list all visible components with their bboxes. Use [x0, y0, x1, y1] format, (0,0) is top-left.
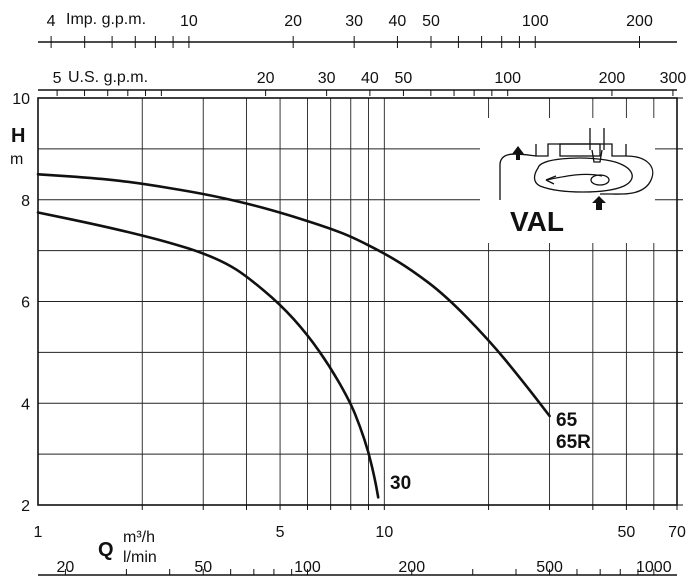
model-label: VAL — [510, 206, 564, 237]
y-tick-label: 2 — [21, 498, 30, 515]
lmin-tick-label: 200 — [398, 559, 425, 576]
curve-label-65: 65 — [556, 410, 578, 431]
impgpm-tick-label: 20 — [284, 13, 302, 30]
usgpm-tick-label: 300 — [660, 70, 687, 87]
x-tick-label: 70 — [668, 524, 686, 541]
tick-labels: 2 4 6 8 10 1 5 10 50 70 20 50 100 200 500 1000 5 20 30 40 50… — [12, 13, 686, 576]
curve-label-65r: 65R — [556, 432, 591, 453]
outlet-arrow-icon — [592, 196, 606, 210]
curve-30 — [36, 211, 380, 499]
y-axis-unit: m — [10, 151, 23, 168]
x-axis-unit-m3h: m³/h — [123, 529, 155, 546]
y-tick-label: 10 — [12, 91, 30, 108]
impgpm-tick-label: 40 — [389, 13, 407, 30]
usgpm-tick-label: 40 — [361, 70, 379, 87]
x-axis-unit-lmin: l/min — [123, 549, 157, 566]
impgpm-tick-label: 200 — [626, 13, 653, 30]
lmin-tick-label: 50 — [194, 559, 212, 576]
impgpm-tick-label: 10 — [180, 13, 198, 30]
y-tick-label: 8 — [21, 193, 30, 210]
lmin-tick-label: 20 — [57, 559, 75, 576]
lmin-tick-label: 500 — [536, 559, 563, 576]
curve-65 — [36, 173, 551, 418]
impgpm-axis-title: Imp. g.p.m. — [66, 11, 146, 28]
curve-label-30: 30 — [390, 473, 411, 494]
usgpm-tick-label: 20 — [257, 70, 275, 87]
impgpm-tick-label: 100 — [522, 13, 549, 30]
y-tick-label: 4 — [21, 396, 30, 413]
usgpm-tick-label: 30 — [318, 70, 336, 87]
y-tick-label: 6 — [21, 295, 30, 312]
lmin-tick-label: 1000 — [636, 559, 672, 576]
chart-axes — [37, 36, 683, 576]
impgpm-tick-label: 4 — [47, 13, 56, 30]
x-axis-title: Q — [98, 539, 114, 561]
pump-curves — [36, 173, 551, 499]
usgpm-tick-label: 200 — [599, 70, 626, 87]
usgpm-axis-title: U.S. g.p.m. — [68, 69, 148, 86]
x-tick-label: 50 — [617, 524, 635, 541]
impgpm-tick-label: 30 — [345, 13, 363, 30]
impgpm-tick-label: 50 — [422, 13, 440, 30]
x-tick-label: 10 — [375, 524, 393, 541]
usgpm-tick-label: 100 — [494, 70, 521, 87]
lmin-tick-label: 100 — [294, 559, 321, 576]
usgpm-tick-label: 50 — [395, 70, 413, 87]
usgpm-tick-label: 5 — [53, 70, 62, 87]
x-tick-label: 5 — [276, 524, 285, 541]
x-tick-label: 1 — [34, 524, 43, 541]
y-axis-title: H — [11, 125, 25, 147]
pump-schematic-illustration — [480, 118, 655, 243]
inlet-arrow-icon — [512, 146, 524, 160]
